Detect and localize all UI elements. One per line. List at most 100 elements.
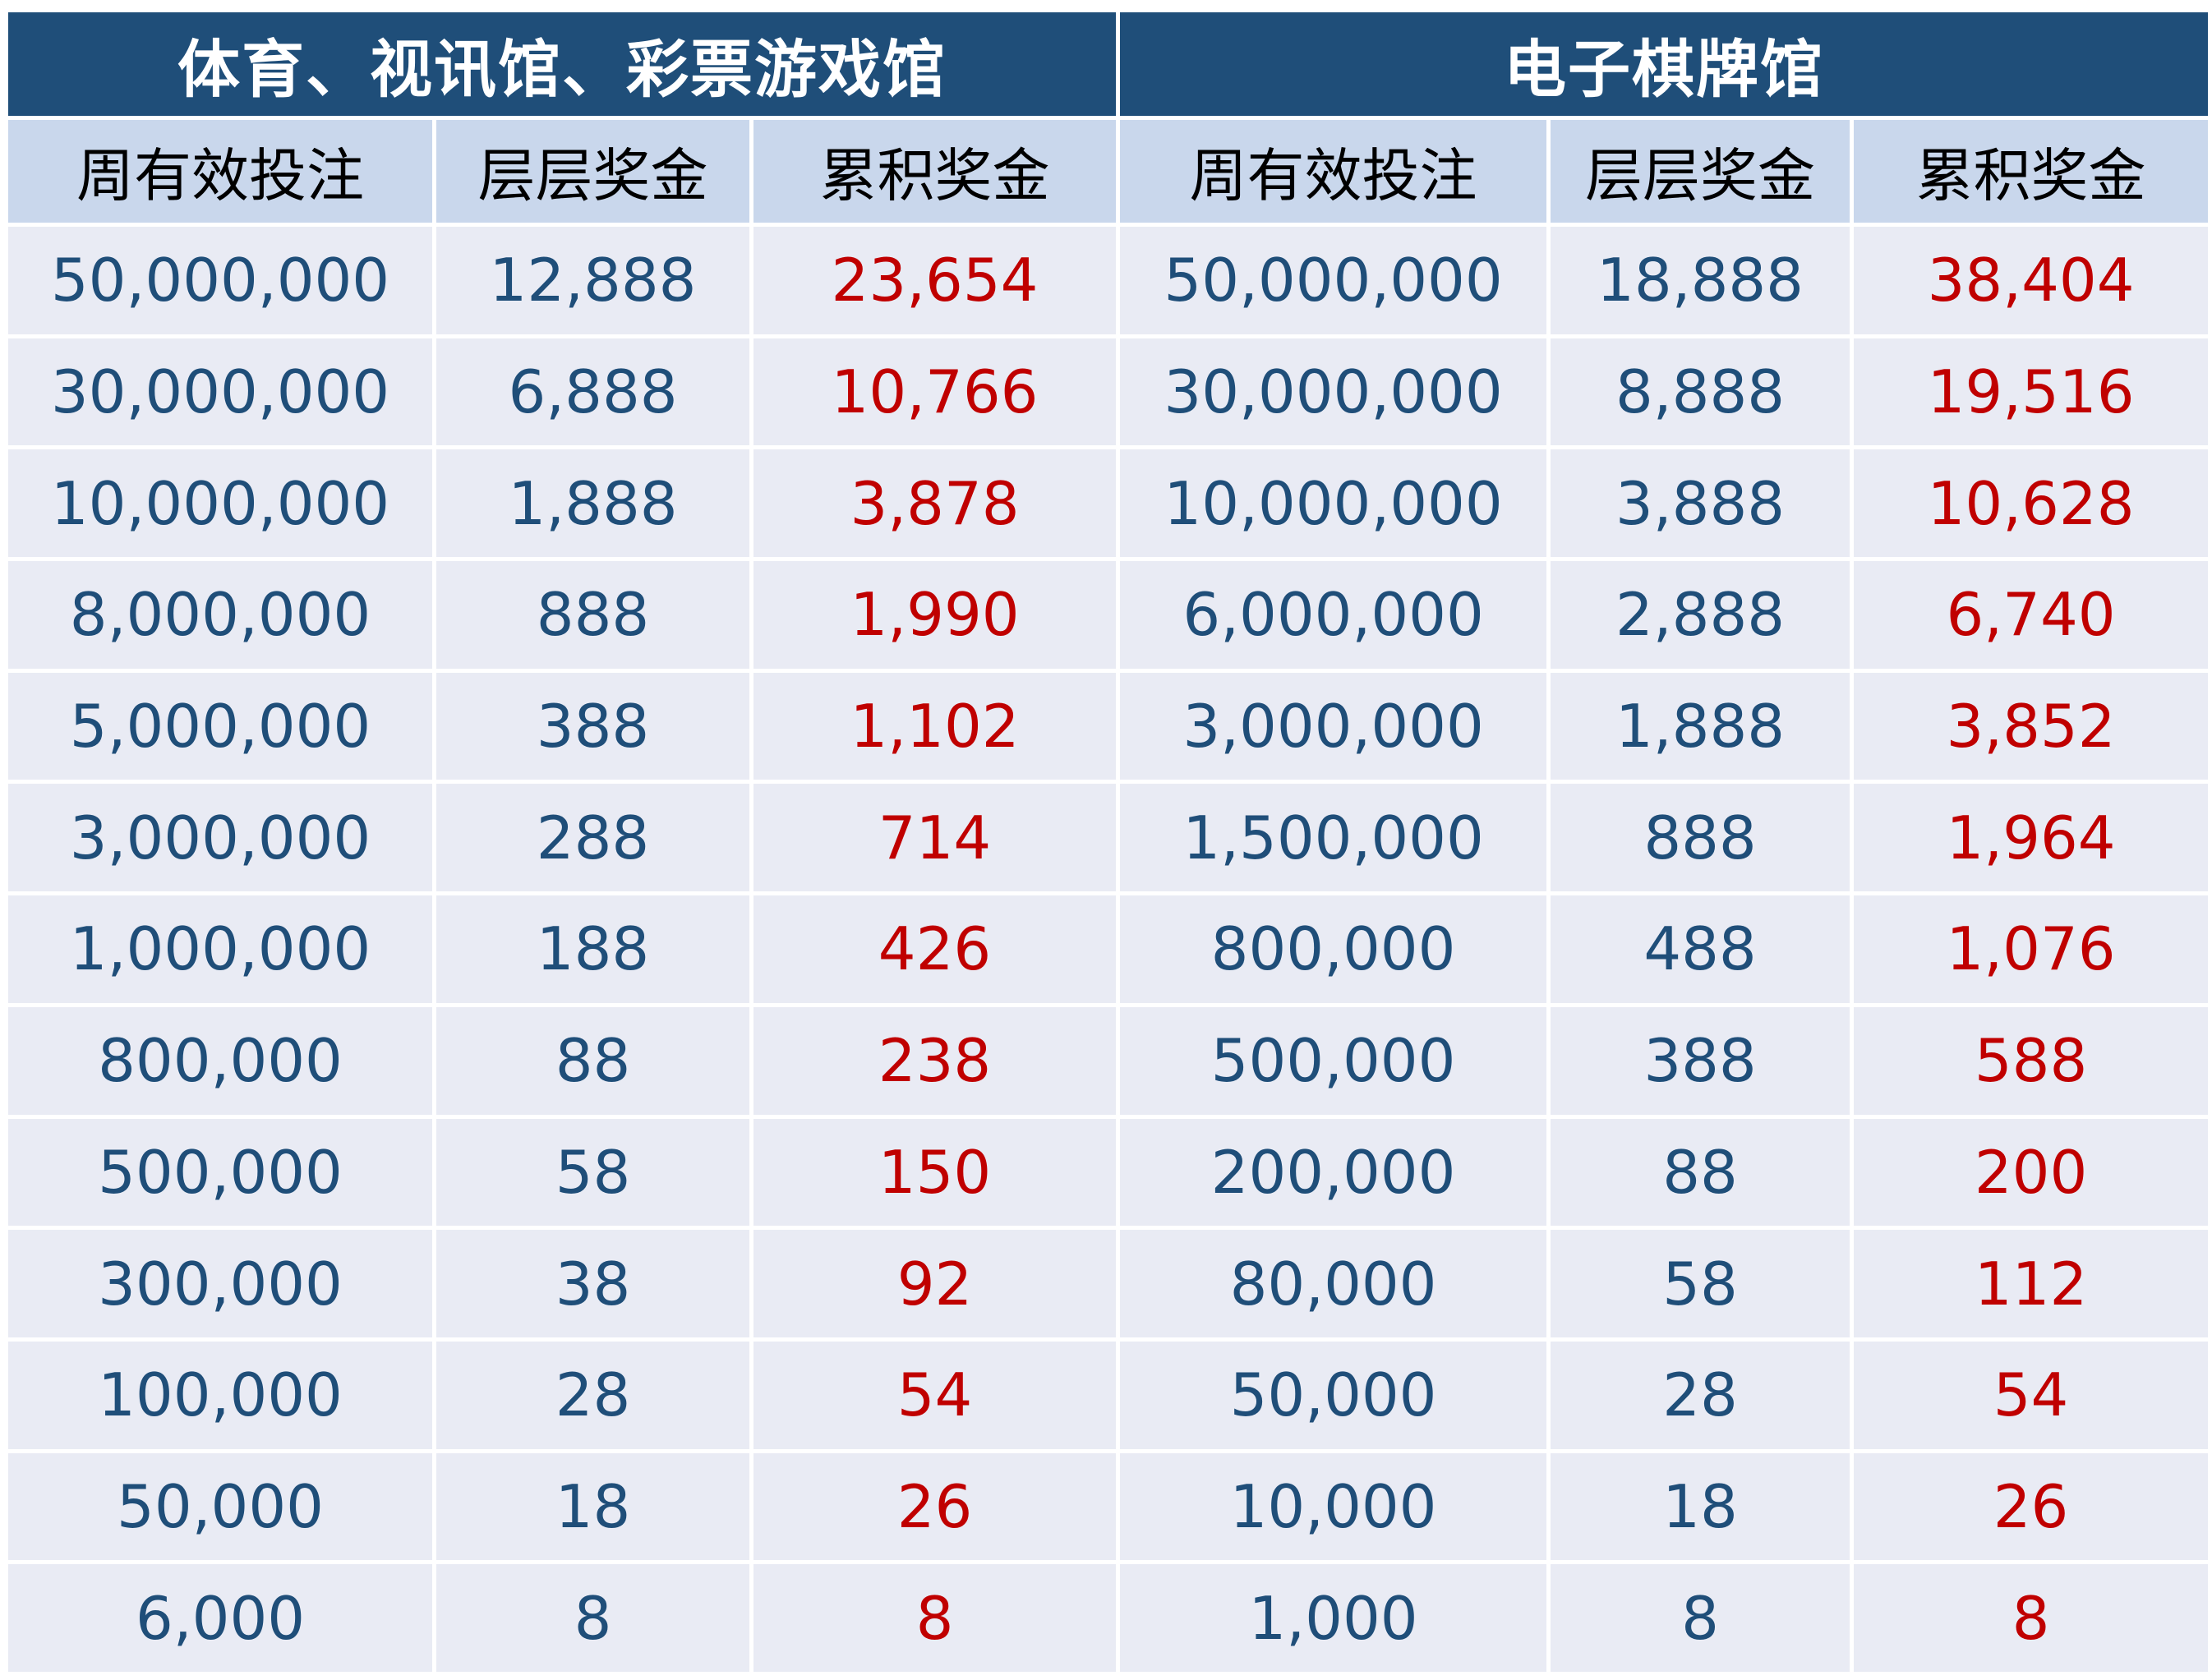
- weekly-bet-cell: 80,000: [1116, 1226, 1551, 1342]
- accumulated-bonus-cell: 10,628: [1850, 445, 2212, 562]
- table-row: 3,000,000 288 714 1,500,000 888 1,964: [4, 780, 2212, 896]
- accumulated-bonus-cell: 3,878: [749, 445, 1121, 562]
- weekly-bet-cell: 1,000,000: [4, 891, 436, 1007]
- weekly-bet-cell: 1,000: [1116, 1560, 1551, 1676]
- column-header-tier-bonus: 层层奖金: [1546, 116, 1855, 227]
- tier-bonus-cell: 388: [1546, 1002, 1855, 1119]
- weekly-bet-cell: 3,000,000: [4, 780, 436, 896]
- weekly-bet-cell: 6,000: [4, 1560, 436, 1676]
- tier-bonus-cell: 58: [1546, 1226, 1855, 1342]
- table-row: 30,000,000 6,888 10,766 30,000,000 8,888…: [4, 334, 2212, 450]
- section-title-slots-cards: 电子棋牌馆: [1116, 8, 2212, 120]
- accumulated-bonus-cell: 1,076: [1850, 891, 2212, 1007]
- accumulated-bonus-cell: 8: [749, 1560, 1121, 1676]
- accumulated-bonus-cell: 38,404: [1850, 223, 2212, 338]
- accumulated-bonus-cell: 1,990: [749, 557, 1121, 673]
- table-row: 10,000,000 1,888 3,878 10,000,000 3,888 …: [4, 445, 2212, 562]
- tier-bonus-cell: 488: [1546, 891, 1855, 1007]
- tier-bonus-cell: 888: [432, 557, 753, 673]
- table-row: 100,000 28 54 50,000 28 54: [4, 1337, 2212, 1453]
- column-header-weekly-bet: 周有效投注: [4, 116, 436, 227]
- tier-bonus-cell: 1,888: [1546, 668, 1855, 785]
- weekly-bet-cell: 50,000: [4, 1448, 436, 1565]
- accumulated-bonus-cell: 54: [1850, 1337, 2212, 1453]
- weekly-bet-cell: 800,000: [1116, 891, 1551, 1007]
- tier-bonus-cell: 18: [1546, 1448, 1855, 1565]
- column-header-accumulated-bonus: 累积奖金: [749, 116, 1121, 227]
- tier-bonus-cell: 6,888: [432, 334, 753, 450]
- tier-bonus-cell: 58: [432, 1114, 753, 1231]
- accumulated-bonus-cell: 714: [749, 780, 1121, 896]
- weekly-bet-cell: 50,000: [1116, 1337, 1551, 1453]
- tier-bonus-cell: 888: [1546, 780, 1855, 896]
- accumulated-bonus-cell: 10,766: [749, 334, 1121, 450]
- tier-bonus-cell: 18,888: [1546, 223, 1855, 338]
- tier-bonus-cell: 288: [432, 780, 753, 896]
- accumulated-bonus-cell: 23,654: [749, 223, 1121, 338]
- tier-bonus-cell: 88: [432, 1002, 753, 1119]
- accumulated-bonus-cell: 26: [1850, 1448, 2212, 1565]
- weekly-bet-cell: 10,000: [1116, 1448, 1551, 1565]
- accumulated-bonus-cell: 112: [1850, 1226, 2212, 1342]
- tier-bonus-cell: 8,888: [1546, 334, 1855, 450]
- accumulated-bonus-cell: 1,964: [1850, 780, 2212, 896]
- weekly-bet-cell: 10,000,000: [4, 445, 436, 562]
- table-row: 300,000 38 92 80,000 58 112: [4, 1226, 2212, 1342]
- weekly-bet-cell: 500,000: [4, 1114, 436, 1231]
- weekly-bet-cell: 50,000,000: [1116, 223, 1551, 338]
- tier-bonus-cell: 1,888: [432, 445, 753, 562]
- weekly-bet-cell: 6,000,000: [1116, 557, 1551, 673]
- weekly-bet-cell: 200,000: [1116, 1114, 1551, 1231]
- table-row: 8,000,000 888 1,990 6,000,000 2,888 6,74…: [4, 557, 2212, 673]
- tier-bonus-cell: 8: [1546, 1560, 1855, 1676]
- weekly-bet-cell: 300,000: [4, 1226, 436, 1342]
- column-header-tier-bonus: 层层奖金: [432, 116, 753, 227]
- table-row: 800,000 88 238 500,000 388 588: [4, 1002, 2212, 1119]
- table-body: 50,000,000 12,888 23,654 50,000,000 18,8…: [4, 223, 2212, 1676]
- tier-bonus-cell: 28: [1546, 1337, 1855, 1453]
- tier-bonus-cell: 8: [432, 1560, 753, 1676]
- column-header-accumulated-bonus: 累积奖金: [1850, 116, 2212, 227]
- accumulated-bonus-cell: 8: [1850, 1560, 2212, 1676]
- tier-bonus-cell: 38: [432, 1226, 753, 1342]
- accumulated-bonus-cell: 588: [1850, 1002, 2212, 1119]
- accumulated-bonus-cell: 54: [749, 1337, 1121, 1453]
- section-header-row: 体育、视讯馆、彩票游戏馆 电子棋牌馆: [3, 8, 2212, 120]
- table-row: 1,000,000 188 426 800,000 488 1,076: [4, 891, 2212, 1007]
- weekly-bet-cell: 100,000: [4, 1337, 436, 1453]
- column-header-weekly-bet: 周有效投注: [1116, 116, 1551, 227]
- tier-bonus-cell: 88: [1546, 1114, 1855, 1231]
- accumulated-bonus-cell: 26: [749, 1448, 1121, 1565]
- column-header-row: 周有效投注 层层奖金 累积奖金 周有效投注 层层奖金 累积奖金: [4, 116, 2212, 227]
- table-row: 50,000 18 26 10,000 18 26: [4, 1448, 2212, 1565]
- table-row: 500,000 58 150 200,000 88 200: [4, 1114, 2212, 1231]
- weekly-bet-cell: 800,000: [4, 1002, 436, 1119]
- bonus-table-container: 体育、视讯馆、彩票游戏馆 电子棋牌馆 周有效投注 层层奖金 累积奖金 周有效投注…: [3, 8, 2212, 1676]
- weekly-bet-cell: 5,000,000: [4, 668, 436, 785]
- accumulated-bonus-cell: 3,852: [1850, 668, 2212, 785]
- section-title-sports-live-lottery: 体育、视讯馆、彩票游戏馆: [3, 8, 1121, 120]
- accumulated-bonus-cell: 238: [749, 1002, 1121, 1119]
- weekly-bet-cell: 1,500,000: [1116, 780, 1551, 896]
- accumulated-bonus-cell: 150: [749, 1114, 1121, 1231]
- table-row: 50,000,000 12,888 23,654 50,000,000 18,8…: [4, 223, 2212, 338]
- table-row: 5,000,000 388 1,102 3,000,000 1,888 3,85…: [4, 668, 2212, 785]
- weekly-bet-cell: 50,000,000: [4, 223, 436, 338]
- tier-bonus-cell: 3,888: [1546, 445, 1855, 562]
- bonus-table: 体育、视讯馆、彩票游戏馆 电子棋牌馆 周有效投注 层层奖金 累积奖金 周有效投注…: [3, 8, 2212, 1676]
- table-row: 6,000 8 8 1,000 8 8: [4, 1560, 2212, 1676]
- tier-bonus-cell: 28: [432, 1337, 753, 1453]
- weekly-bet-cell: 8,000,000: [4, 557, 436, 673]
- accumulated-bonus-cell: 1,102: [749, 668, 1121, 785]
- tier-bonus-cell: 12,888: [432, 223, 753, 338]
- accumulated-bonus-cell: 19,516: [1850, 334, 2212, 450]
- weekly-bet-cell: 30,000,000: [4, 334, 436, 450]
- weekly-bet-cell: 500,000: [1116, 1002, 1551, 1119]
- weekly-bet-cell: 3,000,000: [1116, 668, 1551, 785]
- accumulated-bonus-cell: 6,740: [1850, 557, 2212, 673]
- tier-bonus-cell: 18: [432, 1448, 753, 1565]
- tier-bonus-cell: 388: [432, 668, 753, 785]
- tier-bonus-cell: 2,888: [1546, 557, 1855, 673]
- weekly-bet-cell: 30,000,000: [1116, 334, 1551, 450]
- accumulated-bonus-cell: 200: [1850, 1114, 2212, 1231]
